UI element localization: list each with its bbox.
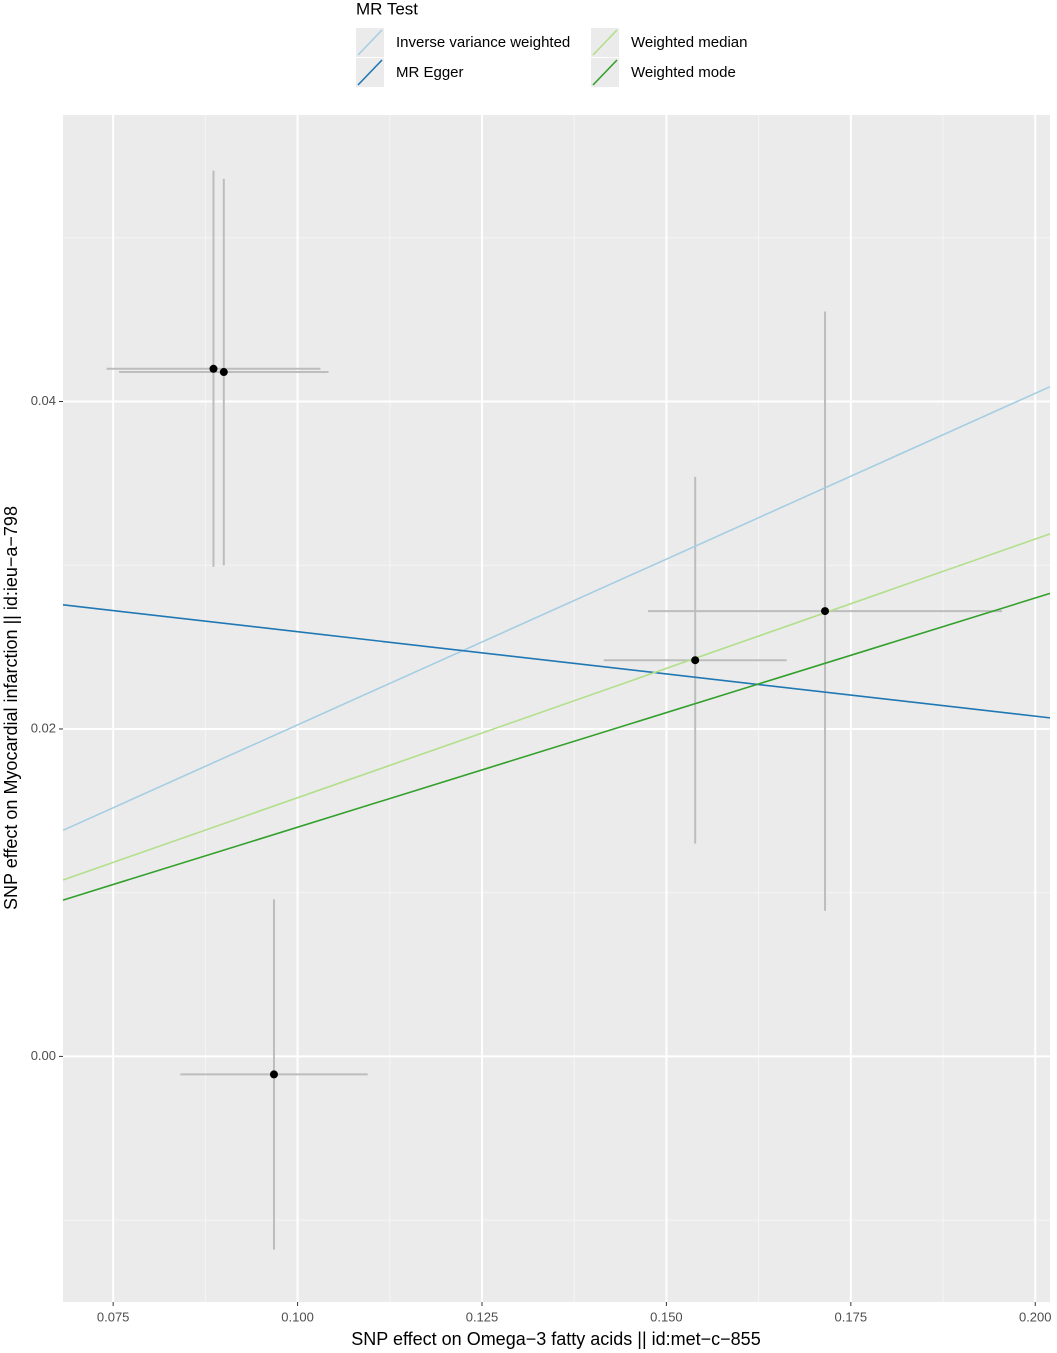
legend-swatch — [357, 59, 383, 86]
legend-swatch — [592, 59, 618, 86]
y-axis-title: SNP effect on Myocardial infarction || i… — [1, 506, 21, 910]
regression-line — [62, 385, 1051, 832]
regression-line — [62, 604, 1051, 719]
y-tick-label: 0.02 — [31, 720, 56, 735]
point — [821, 607, 830, 616]
y-tick-label: 0.00 — [31, 1048, 56, 1063]
x-axis-title: SNP effect on Omega−3 fatty acids || id:… — [351, 1329, 760, 1349]
x-tick-label: 0.200 — [1019, 1309, 1052, 1324]
x-tick-label: 0.100 — [281, 1309, 314, 1324]
marks — [62, 170, 1051, 1250]
legend-label: Weighted median — [631, 34, 747, 51]
legend-swatch — [592, 29, 618, 56]
legend: Inverse variance weighted MR Egger Weighte… — [356, 28, 747, 87]
y-tick-label: 0.04 — [31, 393, 56, 408]
legend-title: MR Test — [356, 0, 418, 18]
point — [691, 656, 700, 665]
x-tick-label: 0.175 — [835, 1309, 868, 1324]
regression-line — [62, 533, 1051, 881]
x-tick-label: 0.125 — [466, 1309, 499, 1324]
x-tick-label: 0.150 — [650, 1309, 683, 1324]
legend-swatch — [357, 29, 383, 56]
point — [209, 364, 218, 373]
point — [269, 1070, 278, 1079]
x-tick-label: 0.075 — [97, 1309, 130, 1324]
plot-panel — [63, 115, 1050, 1302]
regression-line — [62, 592, 1051, 901]
legend-label: Weighted mode — [631, 64, 736, 81]
point — [219, 368, 228, 377]
grid — [63, 115, 1050, 1302]
legend-label: Inverse variance weighted — [396, 34, 570, 51]
legend-label: MR Egger — [396, 64, 464, 81]
